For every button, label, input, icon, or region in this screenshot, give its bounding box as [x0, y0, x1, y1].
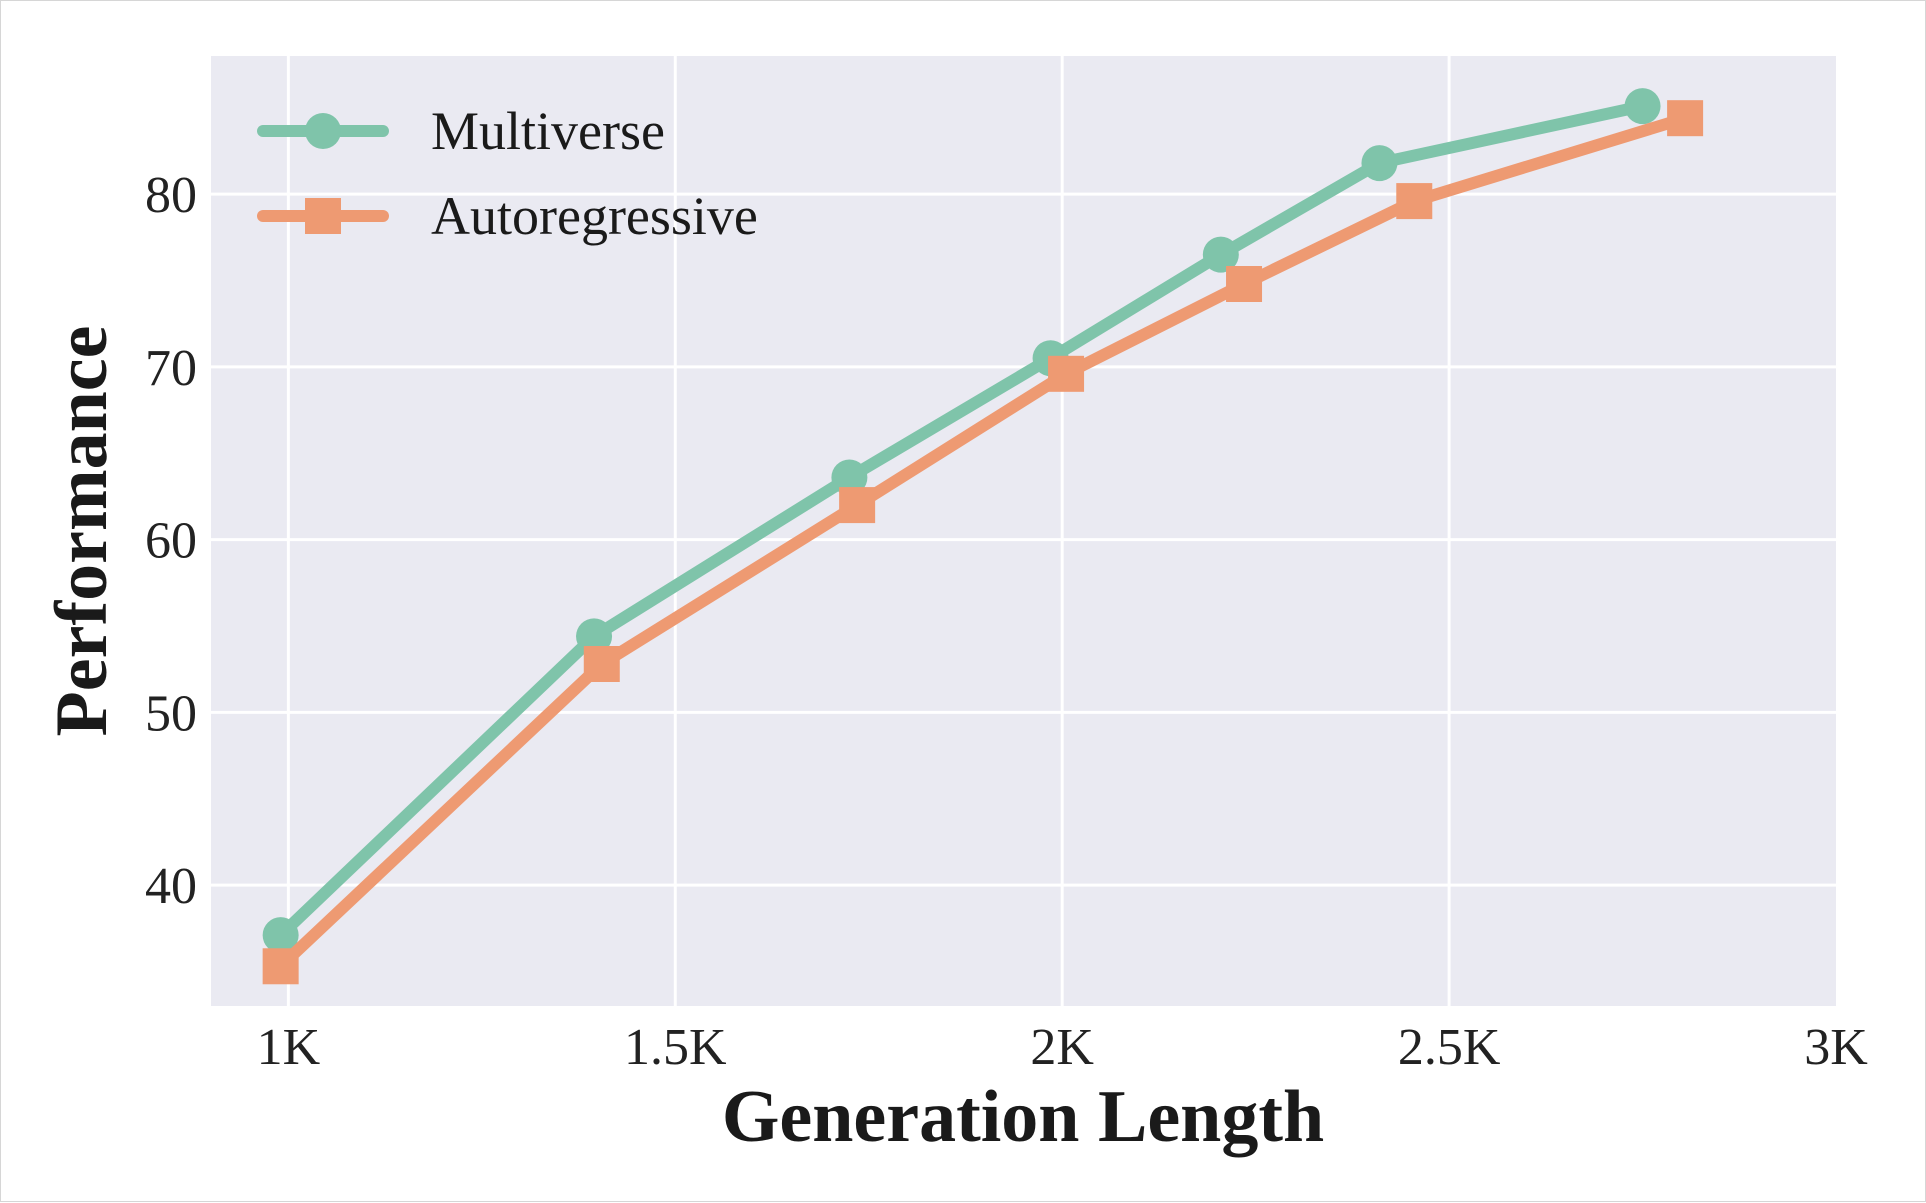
plot-area: [211, 56, 1836, 1006]
series-group: [262, 88, 1704, 985]
x-axis-title: Generation Length: [722, 1076, 1324, 1158]
x-axis-ticks: 1K 1.5K 2K 2.5K 3K: [257, 1019, 1869, 1076]
y-tick-label: 50: [145, 685, 197, 742]
data-point-multiverse: [1202, 236, 1239, 273]
x-tick-label: 1.5K: [624, 1019, 727, 1076]
data-point-autoregressive: [839, 487, 876, 524]
data-point-multiverse: [262, 917, 299, 954]
data-point-autoregressive: [583, 646, 620, 682]
legend-label-multiverse: Multiverse: [431, 101, 665, 161]
data-point-multiverse: [831, 459, 868, 496]
data-point-autoregressive: [1048, 355, 1085, 392]
data-point-autoregressive: [1667, 100, 1704, 137]
x-tick-label: 2.5K: [1398, 1019, 1501, 1076]
legend: Multiverse Autoregressive: [257, 101, 758, 246]
data-point-autoregressive: [262, 948, 299, 985]
data-point-multiverse: [1624, 88, 1661, 125]
y-axis-ticks: 40 50 60 70 80: [145, 167, 197, 915]
data-point-multiverse: [576, 618, 613, 655]
x-tick-label: 3K: [1804, 1019, 1868, 1076]
y-tick-label: 70: [145, 340, 197, 397]
y-axis-title: Performance: [41, 326, 123, 737]
data-point-autoregressive: [1226, 266, 1263, 302]
x-tick-label: 2K: [1030, 1019, 1094, 1076]
legend-label-autoregressive: Autoregressive: [431, 186, 758, 246]
legend-marker-autoregressive: [305, 198, 341, 234]
y-tick-label: 60: [145, 513, 197, 570]
y-tick-label: 80: [145, 167, 197, 224]
grid-lines: [211, 56, 1836, 1006]
series-autoregressive: [262, 100, 1704, 985]
x-tick-label: 1K: [257, 1019, 321, 1076]
data-point-multiverse: [1361, 145, 1398, 182]
legend-marker-multiverse: [305, 113, 341, 149]
y-tick-label: 40: [145, 858, 197, 915]
data-point-autoregressive: [1396, 183, 1433, 220]
